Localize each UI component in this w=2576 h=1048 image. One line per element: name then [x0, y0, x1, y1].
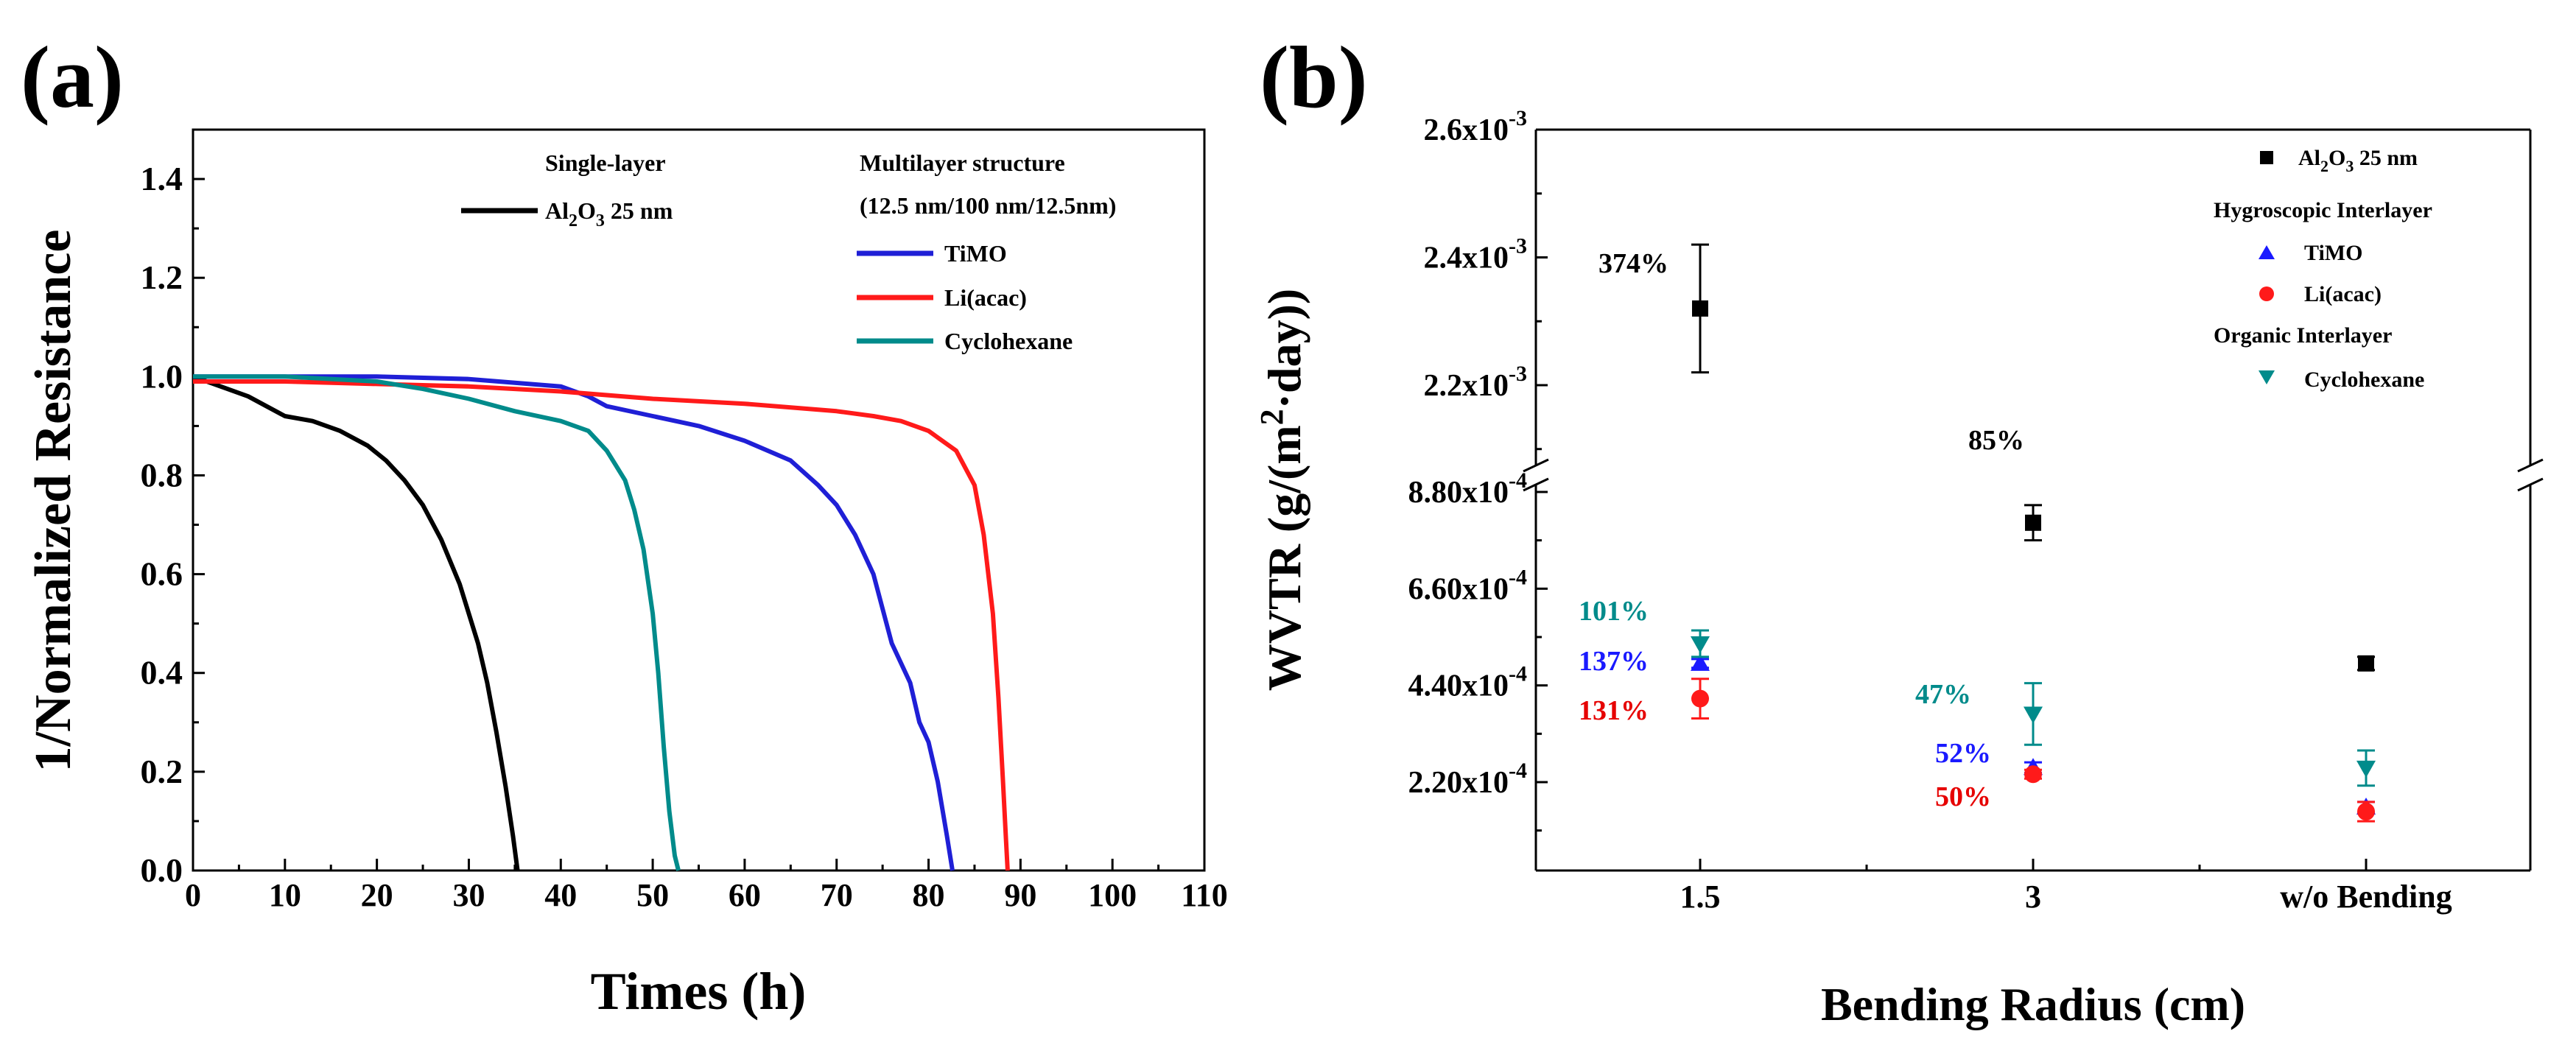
data-point-cyclohexane: [1691, 636, 1710, 653]
annotation-cyclohexane-3: 47%: [1915, 679, 1971, 710]
data-point-li-acac-: [2357, 802, 2375, 820]
y-tick-label: 2.20x10-4: [1408, 759, 1528, 800]
data-point-li-acac-: [2024, 765, 2042, 784]
y-tick-label: 0.4: [141, 654, 183, 692]
panel-b-ylabel: WVTR (g/(m2·day)): [1254, 289, 1310, 691]
series-line-al2o3-25-nm: [192, 374, 520, 871]
x-tick-label: 10: [269, 877, 301, 913]
legend-label-al2o3: Al2O3 25 nm: [545, 197, 673, 231]
panel-b: (b) 1.5 3 w/o Bending 2.20x10-4 4.40x10-4 6.6…: [1254, 28, 2544, 1030]
panel-a-series: [192, 374, 1010, 871]
x-tick-label: 70: [821, 877, 853, 913]
y-tick-label: 4.40x10-4: [1408, 662, 1528, 703]
legend-marker-liacac: [2259, 286, 2274, 301]
annotation-cyclohexane-1-5: 101%: [1579, 596, 1649, 627]
series-line-li-acac-: [193, 379, 1010, 871]
legend-multi-header: Multilayer structure: [860, 150, 1065, 176]
legend-marker-al2o3: [2260, 151, 2273, 164]
legend-label-timo: TiMO: [2304, 241, 2362, 265]
y-tick-label: 1.0: [141, 357, 183, 395]
data-point-cyclohexane: [2356, 760, 2376, 778]
panel-b-annotations: 374% 85% 101% 137% 131% 47% 52% 50%: [1579, 248, 2024, 812]
panel-a-legend: Single-layer Multilayer structure (12.5 …: [461, 150, 1116, 354]
legend-single-header: Single-layer: [545, 150, 666, 176]
x-tick-label: 1.5: [1680, 879, 1721, 915]
panel-b-label: (b): [1260, 28, 1368, 126]
panel-a-xlabel: Times (h): [591, 962, 807, 1021]
legend-label-liacac: Li(acac): [2304, 282, 2382, 306]
series-line-cyclohexane: [193, 374, 681, 871]
x-tick-label: 80: [913, 877, 945, 913]
x-tick-label: 0: [185, 877, 201, 913]
y-tick-label: 0.0: [141, 851, 183, 889]
y-tick-label: 2.4x10-3: [1424, 234, 1528, 275]
legend-organic-header: Organic Interlayer: [2214, 323, 2392, 348]
data-point-cyclohexane: [2024, 706, 2043, 724]
axis-break-marks: [1523, 458, 2544, 492]
y-tick-label: 2.2x10-3: [1424, 362, 1528, 403]
series-line-timo: [193, 374, 955, 871]
x-tick-label: 90: [1004, 877, 1036, 913]
annotation-liacac-1-5: 131%: [1579, 695, 1649, 726]
panel-a-ylabel: 1/Normalized Resistance: [25, 230, 82, 773]
y-tick-label: 1.4: [141, 160, 183, 197]
panel-b-points: [1691, 243, 2376, 823]
x-tick-label: 60: [729, 877, 761, 913]
annotation-timo-1-5: 137%: [1579, 646, 1649, 677]
x-tick-label: 40: [544, 877, 577, 913]
panel-a-plot-frame: [192, 128, 1206, 872]
legend-multi-subheader: (12.5 nm/100 nm/12.5nm): [860, 192, 1116, 219]
panel-a: (a) 0 10 20 30 40 50 60 70 80 90 100 110 0.0 0.2 0.4 0.…: [21, 28, 1228, 1021]
legend-label-cyclohexane: Cyclohexane: [944, 328, 1073, 354]
panel-a-label: (a): [21, 28, 124, 126]
y-tick-label: 1.2: [141, 259, 183, 296]
panel-b-ticks: 1.5 3 w/o Bending 2.20x10-4 4.40x10-4 6.60x10…: [1408, 106, 2452, 915]
data-point-al2o3-25-nm: [2025, 514, 2041, 531]
panel-b-legend: Al2O3 25 nm Hygroscopic Interlayer TiMO …: [2214, 146, 2432, 392]
y-tick-label: 0.2: [141, 753, 183, 790]
annotation-liacac-3: 50%: [1935, 781, 1991, 812]
y-tick-label: 0.6: [141, 555, 183, 593]
legend-label-al2o3: Al2O3 25 nm: [2298, 146, 2418, 175]
data-point-al2o3-25-nm: [2358, 655, 2374, 672]
annotation-timo-3: 52%: [1935, 738, 1991, 769]
x-tick-label: 30: [452, 877, 485, 913]
y-tick-label: 0.8: [141, 456, 183, 493]
x-tick-label: w/o Bending: [2280, 879, 2452, 915]
legend-label-cyclohexane: Cyclohexane: [2304, 367, 2424, 392]
x-tick-label: 100: [1088, 877, 1137, 913]
legend-label-timo: TiMO: [944, 240, 1007, 267]
legend-label-liacac: Li(acac): [944, 284, 1027, 311]
x-tick-label: 50: [636, 877, 669, 913]
y-tick-label: 8.80x10-4: [1408, 468, 1528, 510]
y-tick-label: 6.60x10-4: [1408, 565, 1528, 606]
y-tick-label: 2.6x10-3: [1424, 106, 1528, 147]
annotation-al2o3-3: 85%: [1968, 425, 2024, 456]
legend-hygro-header: Hygroscopic Interlayer: [2214, 198, 2432, 222]
panel-b-xlabel: Bending Radius (cm): [1821, 978, 2245, 1030]
data-point-li-acac-: [1691, 689, 1709, 708]
legend-marker-cyclohexane: [2259, 370, 2275, 384]
x-tick-label: 20: [361, 877, 393, 913]
x-tick-label: 3: [2025, 879, 2041, 915]
annotation-al2o3-1-5: 374%: [1598, 248, 1668, 279]
legend-marker-timo: [2259, 245, 2275, 259]
data-point-al2o3-25-nm: [1692, 300, 1708, 317]
x-tick-label: 110: [1181, 877, 1228, 913]
panel-a-ticks: 0 10 20 30 40 50 60 70 80 90 100 110 0.0 0.2 0.4 0.6 0.8…: [141, 128, 1228, 913]
data-point-timo: [1691, 653, 1710, 671]
